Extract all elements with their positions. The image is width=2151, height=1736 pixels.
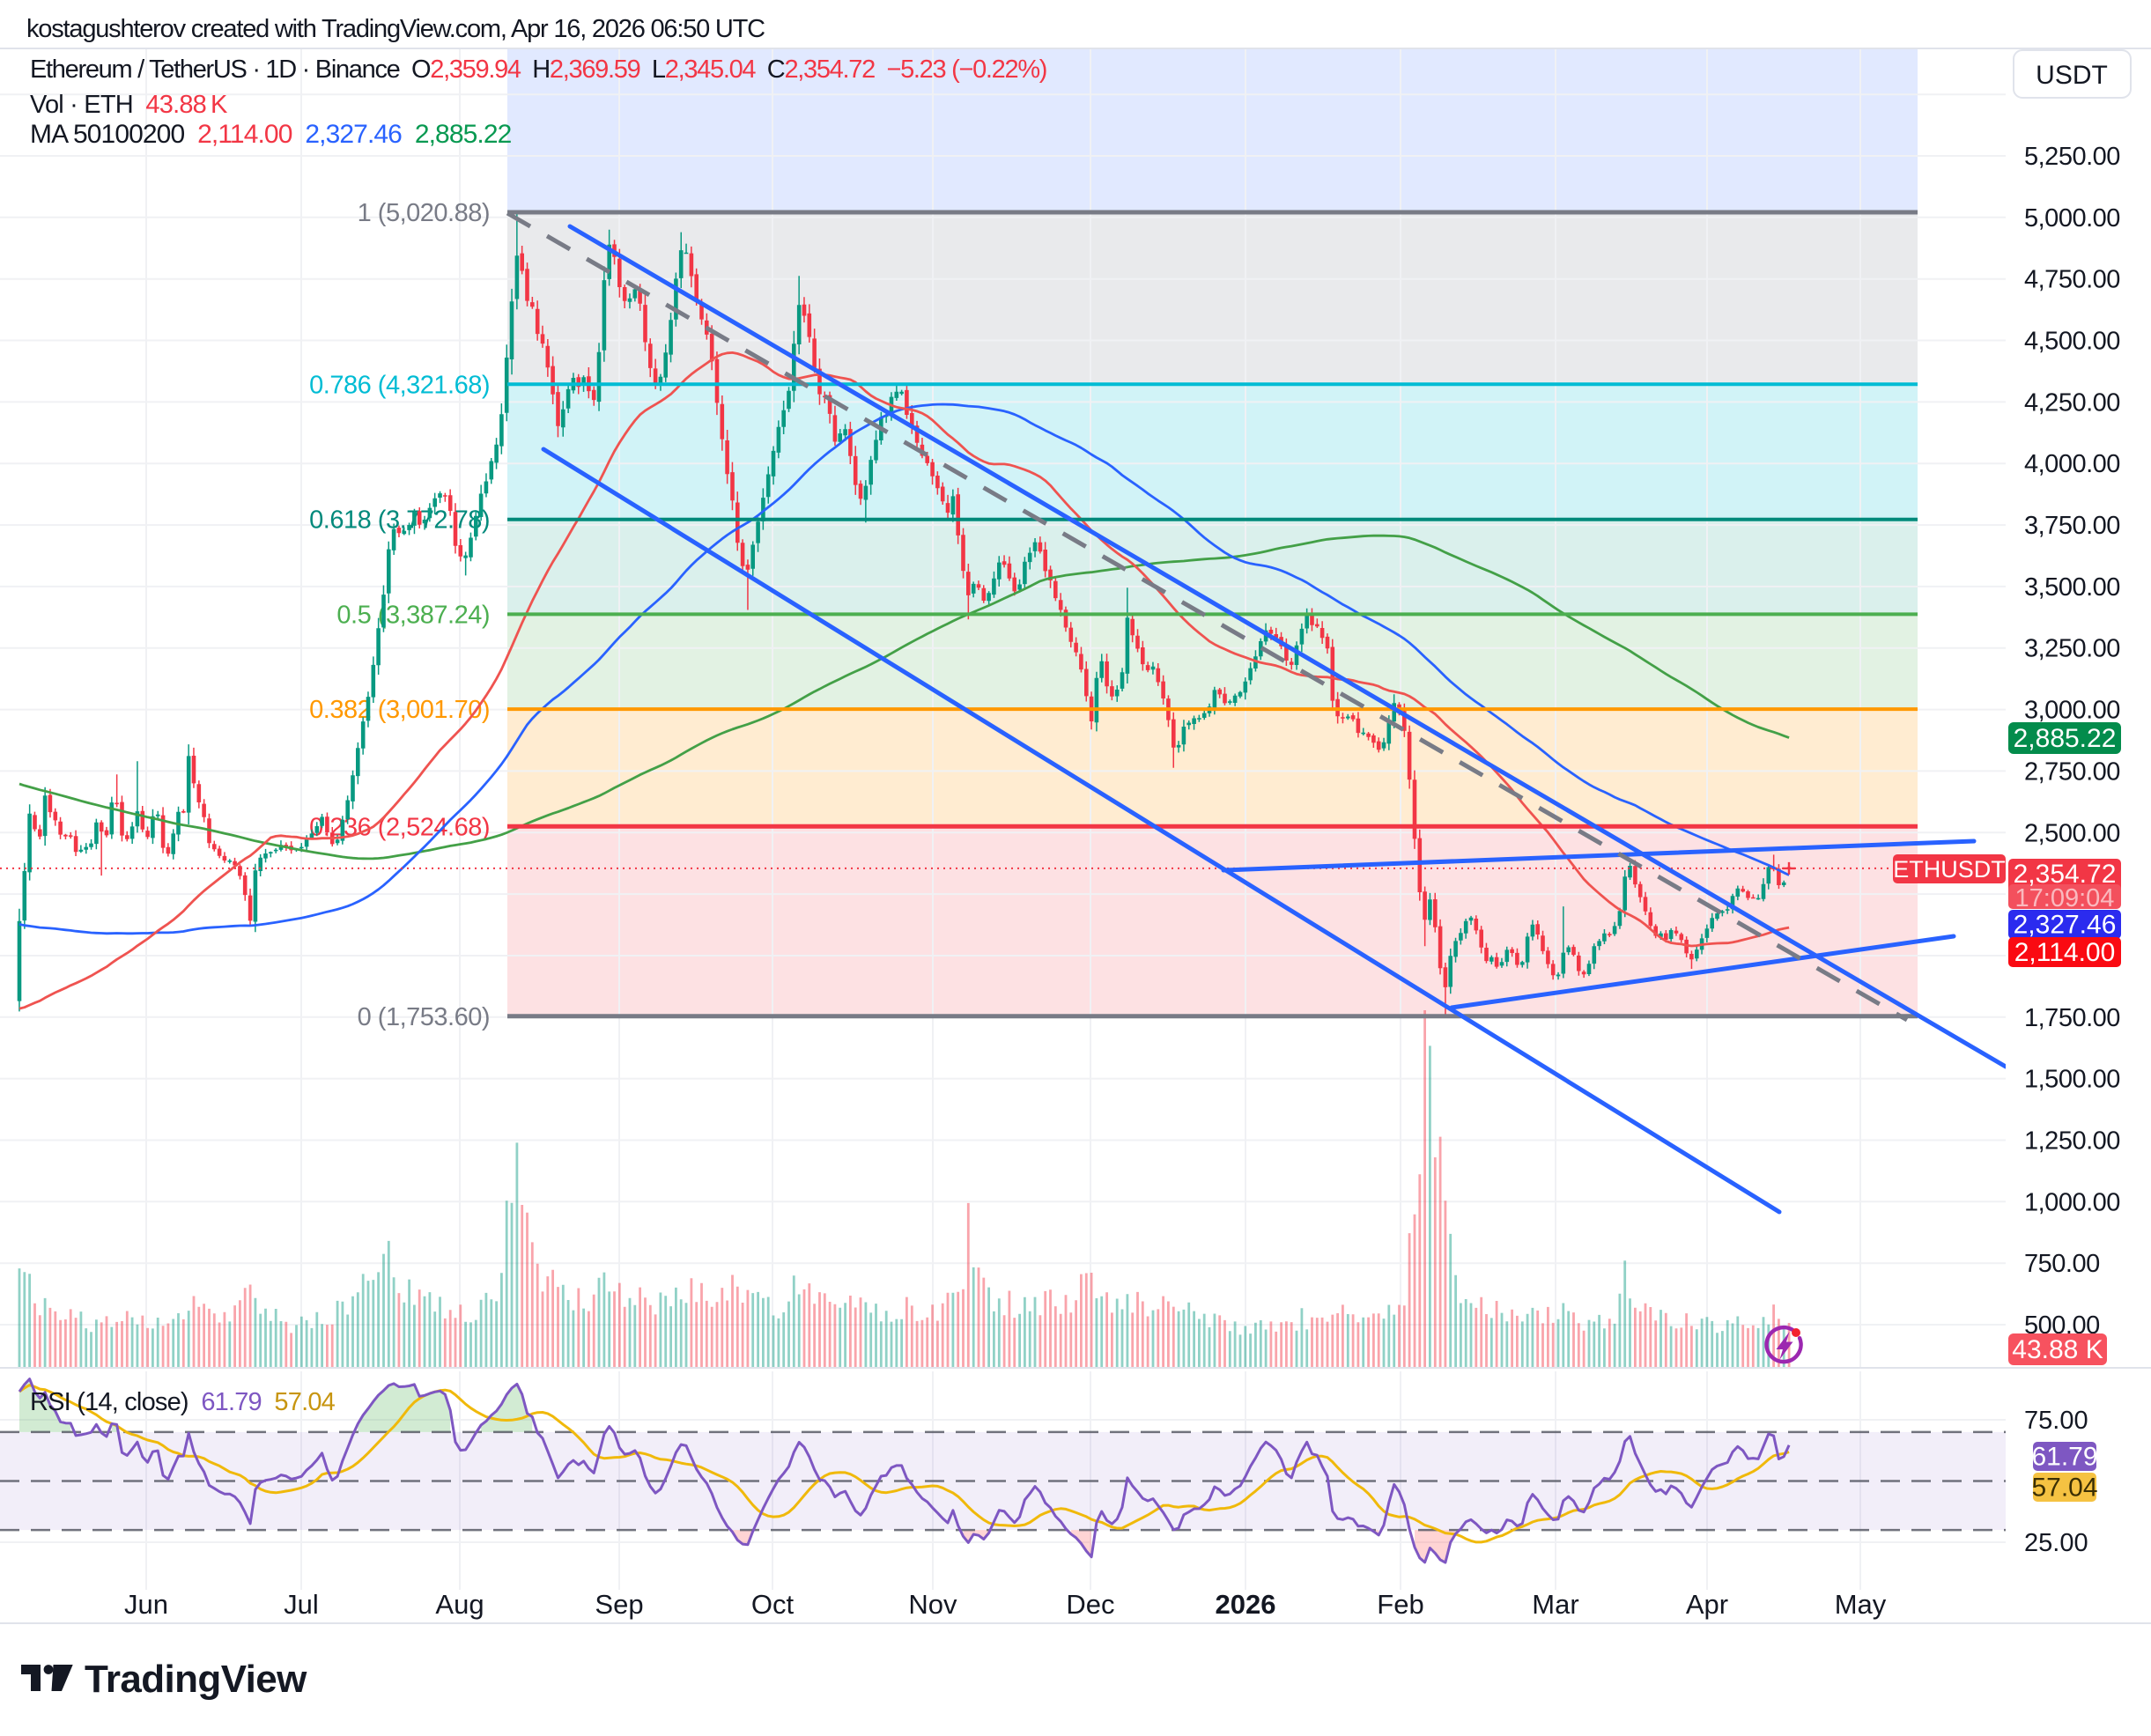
svg-text:Oct: Oct <box>751 1589 795 1620</box>
svg-text:2,750.00: 2,750.00 <box>2024 757 2120 786</box>
svg-text:3,250.00: 3,250.00 <box>2024 635 2120 663</box>
svg-text:ETHUSDT: ETHUSDT <box>1893 856 2006 883</box>
svg-text:5,250.00: 5,250.00 <box>2024 143 2120 171</box>
svg-text:Aug: Aug <box>435 1589 484 1620</box>
svg-text:25.00: 25.00 <box>2024 1529 2088 1557</box>
svg-text:May: May <box>1835 1589 1887 1620</box>
svg-text:MA 50100200 2,114.00 2,327.4: MA 50100200 2,114.00 2,327.46 2,885.22 <box>30 120 512 149</box>
svg-text:750.00: 750.00 <box>2024 1250 2100 1278</box>
svg-text:Apr: Apr <box>1686 1589 1728 1620</box>
svg-text:2,885.22: 2,885.22 <box>2014 724 2117 753</box>
svg-text:4,250.00: 4,250.00 <box>2024 388 2120 417</box>
svg-text:3,000.00: 3,000.00 <box>2024 697 2120 725</box>
svg-text:1,500.00: 1,500.00 <box>2024 1066 2120 1094</box>
svg-text:3,750.00: 3,750.00 <box>2024 512 2120 540</box>
svg-text:TradingView: TradingView <box>85 1658 307 1701</box>
svg-text:2,327.46: 2,327.46 <box>2014 911 2117 940</box>
svg-text:Nov: Nov <box>908 1589 957 1620</box>
svg-text:61.79: 61.79 <box>2031 1443 2097 1472</box>
svg-text:RSI (14, close) 61.79 57.04: RSI (14, close) 61.79 57.04 <box>30 1388 336 1416</box>
svg-text:Jul: Jul <box>284 1589 319 1620</box>
svg-text:Sep: Sep <box>595 1589 643 1620</box>
svg-text:4,750.00: 4,750.00 <box>2024 266 2120 294</box>
svg-text:2026: 2026 <box>1216 1589 1276 1620</box>
svg-text:4,500.00: 4,500.00 <box>2024 328 2120 356</box>
svg-text:1,250.00: 1,250.00 <box>2024 1127 2120 1156</box>
svg-text:0.786 (4,321.68): 0.786 (4,321.68) <box>309 371 490 399</box>
svg-text:2,354.72: 2,354.72 <box>2014 860 2117 889</box>
svg-text:2,114.00: 2,114.00 <box>2014 938 2116 967</box>
svg-text:4,000.00: 4,000.00 <box>2024 450 2120 478</box>
svg-text:3,500.00: 3,500.00 <box>2024 573 2120 602</box>
svg-text:0 (1,753.60): 0 (1,753.60) <box>358 1003 490 1031</box>
svg-text:USDT: USDT <box>2036 61 2108 90</box>
svg-text:75.00: 75.00 <box>2024 1407 2088 1435</box>
svg-text:Ethereum / TetherUS · 1D · Bin: Ethereum / TetherUS · 1D · Binance O2,35… <box>30 55 1046 84</box>
svg-text:Dec: Dec <box>1066 1589 1114 1620</box>
svg-text:57.04: 57.04 <box>2031 1474 2097 1503</box>
svg-text:1 (5,020.88): 1 (5,020.88) <box>358 199 490 227</box>
svg-text:Jun: Jun <box>124 1589 168 1620</box>
svg-text:1,000.00: 1,000.00 <box>2024 1188 2120 1216</box>
svg-text:17:09:04: 17:09:04 <box>2015 884 2115 912</box>
svg-text:0.382 (3,001.70): 0.382 (3,001.70) <box>309 696 490 724</box>
svg-text:5,000.00: 5,000.00 <box>2024 204 2120 233</box>
svg-text:0.5 (3,387.24): 0.5 (3,387.24) <box>336 601 490 629</box>
svg-text:Feb: Feb <box>1377 1589 1423 1620</box>
svg-text:2,500.00: 2,500.00 <box>2024 819 2120 847</box>
svg-text:43.88 K: 43.88 K <box>2012 1335 2103 1364</box>
svg-text:kostagushterov created with Tr: kostagushterov created with TradingView.… <box>26 15 765 43</box>
svg-text:Mar: Mar <box>1532 1589 1578 1620</box>
svg-text:1,750.00: 1,750.00 <box>2024 1004 2120 1032</box>
svg-text:Vol · ETH 43.88 K: Vol · ETH 43.88 K <box>30 91 228 119</box>
